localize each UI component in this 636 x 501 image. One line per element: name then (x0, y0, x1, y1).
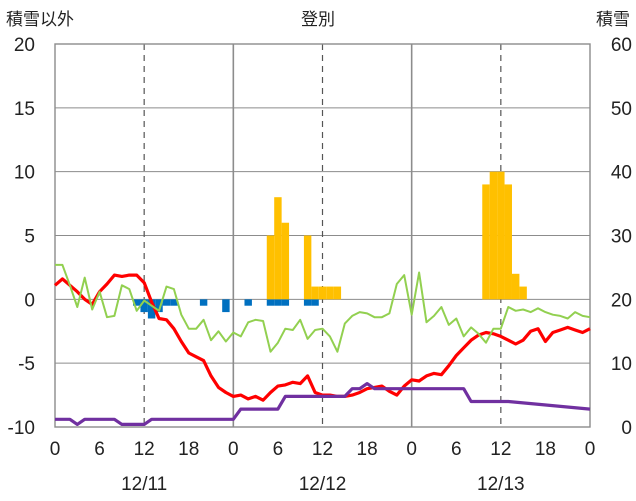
bar-mark (155, 299, 163, 313)
x-tick-label: 6 (94, 439, 105, 460)
bar-mark (222, 299, 230, 313)
x-tick-label: 12 (312, 439, 333, 460)
bar-mark (199, 299, 208, 306)
series-line (55, 263, 591, 353)
bar-mark (318, 286, 327, 300)
right-axis-label: 積雪 (596, 10, 630, 30)
bar-mark (281, 222, 290, 300)
bar-mark (303, 299, 312, 306)
date-label: 12/13 (477, 474, 525, 495)
left-tick-label: 0 (24, 290, 35, 311)
right-tick-label: 10 (611, 354, 632, 375)
right-tick-label: 20 (611, 290, 632, 311)
bar-mark (511, 273, 520, 300)
right-tick-label: 50 (611, 99, 632, 120)
x-tick-label: 6 (273, 439, 284, 460)
bar-mark (311, 299, 319, 306)
x-tick-label: 0 (228, 439, 239, 460)
bar-mark (266, 299, 275, 306)
x-tick-label: 18 (535, 439, 556, 460)
bar-mark (326, 286, 334, 300)
bar-mark (133, 299, 141, 306)
right-tick-label: 60 (611, 35, 632, 56)
right-tick-label: 40 (611, 163, 632, 184)
bar-mark (504, 184, 512, 300)
chart-title: 登別 (301, 10, 335, 30)
right-tick-label: 0 (621, 418, 632, 439)
bar-mark (170, 299, 178, 306)
bar-mark (244, 299, 252, 306)
bar-mark (303, 235, 312, 300)
bar-mark (274, 299, 282, 306)
bar-mark (274, 197, 282, 300)
left-tick-label: -10 (8, 418, 35, 439)
x-tick-label: 12 (490, 439, 511, 460)
left-tick-label: 20 (14, 35, 35, 56)
bar-mark (519, 286, 527, 300)
series-line (55, 382, 591, 426)
x-tick-label: 0 (50, 439, 61, 460)
bar-mark (162, 299, 171, 306)
x-tick-label: 18 (357, 439, 378, 460)
left-axis-label: 積雪以外 (6, 10, 74, 30)
bar-mark (281, 299, 290, 306)
date-label: 12/11 (121, 474, 167, 495)
x-tick-label: 0 (406, 439, 417, 460)
left-tick-label: 15 (14, 99, 35, 120)
left-tick-label: 5 (24, 227, 35, 248)
date-label: 12/12 (299, 474, 347, 495)
bar-mark (497, 171, 505, 300)
bar-mark (489, 171, 498, 300)
bar-mark (311, 286, 319, 300)
right-tick-label: 30 (611, 227, 632, 248)
bar-mark (266, 235, 275, 300)
left-tick-label: -5 (18, 354, 35, 375)
x-tick-label: 0 (585, 439, 596, 460)
bar-mark (482, 184, 490, 300)
x-tick-label: 6 (451, 439, 462, 460)
plot-frame (54, 43, 591, 428)
x-tick-label: 12 (134, 439, 155, 460)
bar-mark (140, 299, 148, 313)
x-tick-label: 18 (178, 439, 199, 460)
bar-mark (333, 286, 342, 300)
left-tick-label: 10 (14, 163, 35, 184)
bar-mark (147, 299, 156, 319)
